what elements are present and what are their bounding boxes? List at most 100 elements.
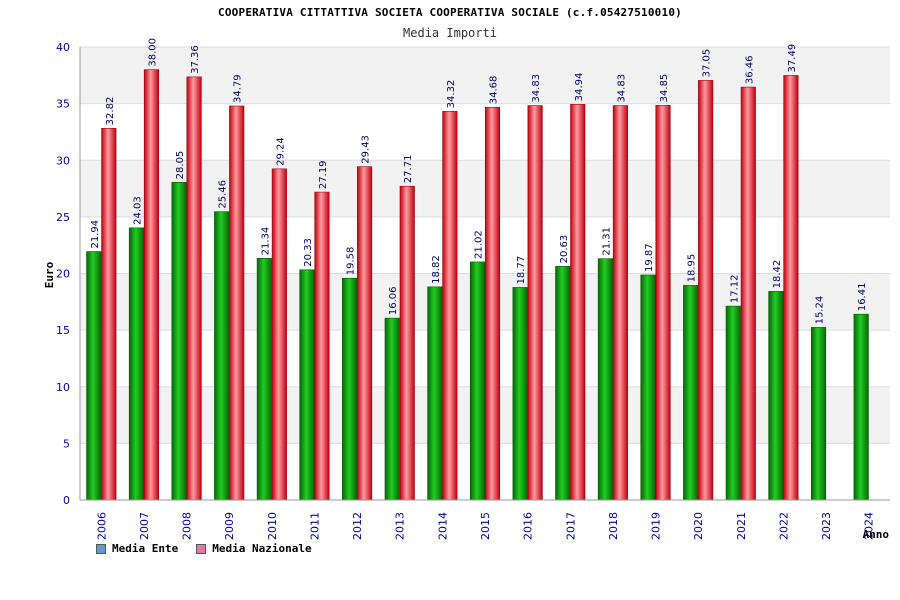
data-label: 24.03 <box>132 196 143 225</box>
data-label: 37.49 <box>787 44 798 73</box>
data-label: 29.43 <box>361 135 372 164</box>
data-label: 34.32 <box>446 80 457 109</box>
y-tick-label: 5 <box>63 437 70 450</box>
bar-nazionale <box>655 105 671 501</box>
bar-nazionale <box>442 111 458 501</box>
data-label: 25.46 <box>218 180 229 209</box>
y-tick-label: 0 <box>63 494 70 507</box>
bar-ente <box>256 258 272 501</box>
legend: Media Ente Media Nazionale <box>96 542 312 555</box>
bar-ente <box>171 182 187 501</box>
y-tick-label: 15 <box>56 324 70 337</box>
chart-title: COOPERATIVA CITTATTIVA SOCIETA COOPERATI… <box>218 6 682 19</box>
data-label: 34.83 <box>616 74 627 103</box>
data-label: 27.71 <box>403 155 414 184</box>
bar-ente <box>128 227 144 501</box>
data-label: 37.36 <box>190 45 201 74</box>
x-tick-label: 2013 <box>394 512 407 540</box>
legend-label-nazionale: Media Nazionale <box>212 542 312 555</box>
data-label: 18.95 <box>687 254 698 283</box>
bar-ente <box>512 287 528 501</box>
data-label: 21.34 <box>260 227 271 256</box>
y-tick-label: 20 <box>56 268 70 281</box>
x-tick-label: 2021 <box>735 512 748 540</box>
bar-ente <box>214 211 230 501</box>
bar-ente <box>597 258 613 501</box>
x-axis-title: Anno <box>863 528 890 541</box>
y-tick-label: 10 <box>56 381 70 394</box>
bar-nazionale <box>783 75 799 501</box>
data-label: 20.33 <box>303 238 314 267</box>
bar-ente <box>555 266 571 501</box>
x-tick-label: 2022 <box>777 512 790 540</box>
x-tick-label: 2007 <box>138 512 151 540</box>
legend-swatch-ente <box>96 543 106 554</box>
data-label: 21.02 <box>474 230 485 259</box>
x-tick-label: 2015 <box>479 512 492 540</box>
x-tick-label: 2006 <box>95 512 108 540</box>
bar-nazionale <box>484 106 501 501</box>
x-tick-label: 2023 <box>820 512 833 540</box>
data-label: 29.24 <box>275 137 286 166</box>
data-label: 34.68 <box>489 76 500 105</box>
bar-nazionale <box>570 104 586 501</box>
bar-nazionale <box>740 86 756 501</box>
y-tick-label: 25 <box>56 211 70 224</box>
bar-ente <box>640 274 656 501</box>
bar-nazionale <box>399 185 415 501</box>
bar-ente <box>342 277 358 501</box>
data-label: 37.05 <box>702 49 713 78</box>
bar-ente <box>427 286 443 501</box>
data-label: 34.94 <box>574 73 585 102</box>
legend-swatch-nazionale <box>196 543 207 554</box>
x-tick-label: 2018 <box>607 512 620 540</box>
bar-nazionale <box>314 191 330 501</box>
bar-ente <box>299 269 315 501</box>
data-label: 32.82 <box>105 97 116 126</box>
x-tick-label: 2014 <box>436 512 449 540</box>
data-label: 21.31 <box>601 227 612 256</box>
y-tick-label: 40 <box>56 41 70 54</box>
x-tick-label: 2010 <box>266 512 279 540</box>
bar-nazionale <box>186 76 202 501</box>
bar-ente <box>683 285 699 501</box>
bar-ente <box>384 317 400 501</box>
data-label: 34.79 <box>233 74 244 103</box>
bar-nazionale <box>229 105 245 501</box>
bar-ente <box>853 313 869 501</box>
bar-nazionale <box>357 166 373 501</box>
y-tick-label: 35 <box>56 98 70 111</box>
data-label: 21.94 <box>90 220 101 249</box>
x-tick-label: 2020 <box>692 512 705 540</box>
data-label: 15.24 <box>815 296 826 325</box>
y-tick-label: 30 <box>56 154 70 167</box>
bar-ente <box>469 261 486 501</box>
x-tick-label: 2016 <box>522 512 535 540</box>
x-tick-label: 2011 <box>308 512 321 540</box>
legend-item-nazionale: Media Nazionale <box>196 542 312 555</box>
legend-item-ente: Media Ente <box>96 542 178 555</box>
data-label: 16.06 <box>388 286 399 315</box>
x-tick-label: 2024 <box>863 512 876 540</box>
x-tick-label: 2019 <box>650 512 663 540</box>
x-tick-label: 2017 <box>564 512 577 540</box>
data-label: 19.87 <box>644 243 655 272</box>
data-label: 19.58 <box>346 247 357 276</box>
data-label: 34.83 <box>531 74 542 103</box>
y-axis-title: Euro <box>43 261 56 288</box>
data-label: 34.85 <box>659 74 670 103</box>
data-label: 36.46 <box>744 55 755 84</box>
bar-nazionale <box>612 105 628 501</box>
bar-nazionale <box>143 69 159 501</box>
bar-ente <box>811 327 827 501</box>
bar-nazionale <box>527 105 543 501</box>
data-label: 16.41 <box>857 283 868 312</box>
data-label: 20.63 <box>559 235 570 264</box>
x-tick-label: 2008 <box>181 512 194 540</box>
bar-ente <box>725 305 741 501</box>
data-label: 18.82 <box>431 255 442 284</box>
bar-ente <box>768 291 784 501</box>
data-label: 27.19 <box>318 160 329 189</box>
bar-nazionale <box>271 168 287 501</box>
